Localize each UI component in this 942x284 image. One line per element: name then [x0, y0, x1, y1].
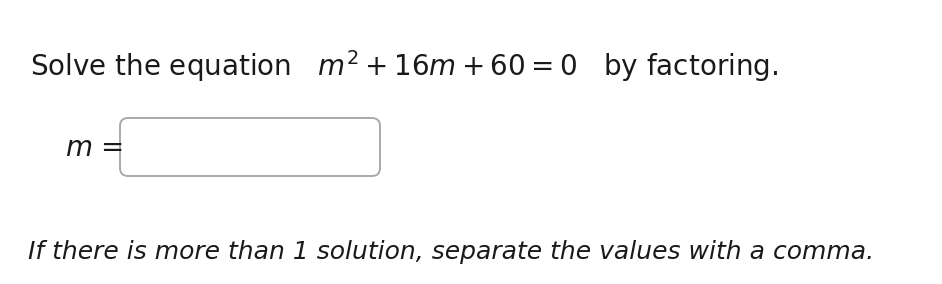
FancyBboxPatch shape	[120, 118, 380, 176]
Text: If there is more than 1 solution, separate the values with a comma.: If there is more than 1 solution, separa…	[28, 240, 874, 264]
Text: $m$ =: $m$ =	[65, 134, 123, 162]
Text: Solve the equation   $m^2 + 16m + 60 = 0$   by factoring.: Solve the equation $m^2 + 16m + 60 = 0$ …	[30, 48, 778, 84]
